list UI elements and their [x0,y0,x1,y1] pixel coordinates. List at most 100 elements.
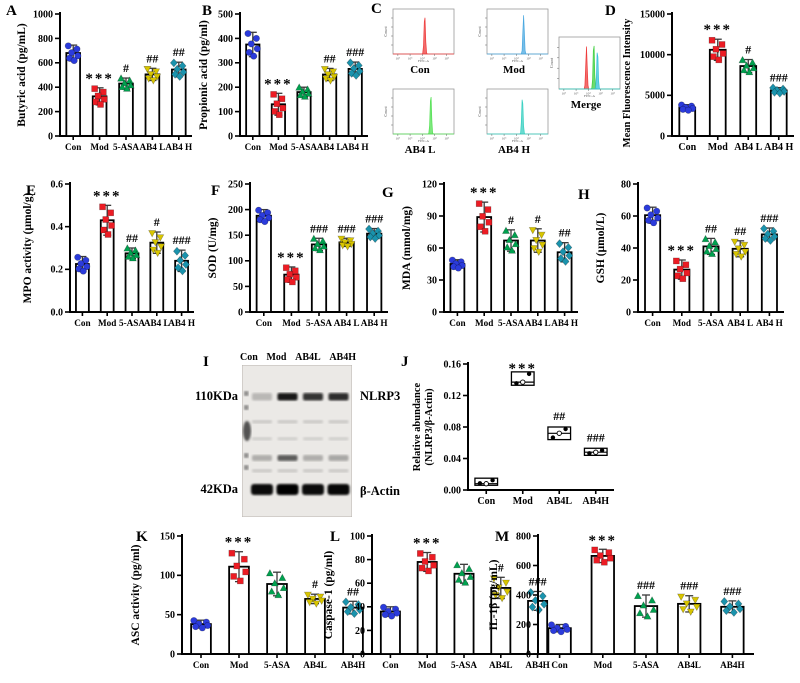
svg-text:10³: 10³ [408,57,412,61]
svg-text:Con: Con [644,318,660,328]
svg-text:Con: Con [678,142,696,153]
svg-text:Butyric acid (pg/mL): Butyric acid (pg/mL) [16,23,28,127]
svg-text:0: 0 [48,131,53,142]
svg-text:Mod: Mod [475,318,493,328]
svg-text:10³: 10³ [408,137,412,141]
svg-text:Con: Con [382,660,398,670]
svg-text:500: 500 [218,9,233,20]
svg-text:30: 30 [427,275,437,286]
svg-text:Count: Count [477,26,482,37]
svg-text:0.08: 0.08 [444,422,462,433]
svg-text:0.6: 0.6 [51,179,64,190]
western-blot-image [242,365,352,517]
panel-label-h: H [578,187,590,203]
svg-text:AB4 H: AB4 H [168,318,195,328]
svg-text:5000: 5000 [645,91,665,102]
svg-text:10³: 10³ [502,137,506,141]
svg-text:10³: 10³ [574,92,578,96]
svg-text:5-ASA: 5-ASA [306,318,332,328]
svg-text:##: ## [347,584,359,598]
svg-text:###: ### [173,233,191,247]
svg-text:AB4 H: AB4 H [361,318,388,328]
svg-text:10⁵: 10⁵ [432,57,437,61]
svg-text:10⁴: 10⁴ [420,137,425,141]
svg-text:60: 60 [427,243,437,254]
svg-text:5-ASA: 5-ASA [498,318,524,328]
svg-text:Mod: Mod [673,318,691,328]
panel-label-b: B [202,3,213,19]
svg-text:AB4 H: AB4 H [756,318,783,328]
svg-text:800: 800 [38,34,53,45]
svg-text:10⁴: 10⁴ [586,92,591,96]
svg-text:##: ## [173,45,185,59]
svg-text:150: 150 [228,231,243,242]
svg-text:10²: 10² [490,57,494,61]
svg-text:0: 0 [526,649,531,660]
svg-text:80: 80 [621,179,631,190]
svg-text:***: *** [413,536,442,552]
svg-text:###: ### [770,71,788,85]
svg-text:AB4L: AB4L [677,660,701,670]
svg-text:50: 50 [233,282,243,293]
chart-butyric-acid: 0 200 400 600 800 1000 Butyric acid (pg/mL) Con… [16,9,192,152]
svg-text:###: ### [637,578,655,592]
panel-label-m: M [495,529,510,545]
svg-text:400: 400 [218,34,233,45]
svg-text:AB4L: AB4L [303,660,327,670]
svg-text:10⁵: 10⁵ [432,137,437,141]
svg-text:0: 0 [432,307,437,318]
svg-text:10⁶: 10⁶ [444,57,449,61]
svg-text:0: 0 [660,131,665,142]
flow-caption-ab4l: AB4 L [404,144,436,156]
chart-mda: 0 30 60 90 120 MDA (mmol/mg) Con Mod *** 5-ASA # AB… [401,179,578,328]
svg-text:##: ## [126,231,138,245]
svg-text:AB4 L: AB4 L [317,142,343,152]
flow-histogram-con: 10² 10³ 10⁴ 10⁵ 10⁶ Count FITC-A [383,8,455,63]
svg-text:0: 0 [626,307,631,318]
chart-nlrp3-relative-abundance: 0.00 0.04 0.08 0.12 0.16 Relative abundance (N… [412,359,614,507]
svg-text:600: 600 [38,58,53,69]
svg-text:Con: Con [245,142,261,152]
svg-text:###: ### [723,584,741,598]
chart-mpo-activity: 0.0 0.2 0.4 0.6 MPO activity (μmol/g) Con Mod *… [22,179,195,328]
svg-text:40: 40 [355,602,365,613]
svg-text:Con: Con [551,660,567,670]
blot-lane-ab4l: AB4L [295,352,321,363]
svg-text:#: # [312,577,318,591]
svg-text:60: 60 [621,211,631,222]
svg-text:AB4 L: AB4 L [525,318,551,328]
svg-text:10²: 10² [562,92,566,96]
svg-text:##: ## [705,221,717,235]
svg-text:AB4H: AB4H [341,660,366,670]
svg-text:100: 100 [350,531,365,542]
svg-text:MPO activity (μmol/g): MPO activity (μmol/g) [22,193,34,304]
svg-text:###: ### [346,45,364,59]
svg-text:Count: Count [383,26,388,37]
svg-text:800: 800 [516,531,531,542]
svg-text:AB4L: AB4L [489,660,513,670]
svg-text:Mod: Mod [90,142,108,152]
svg-text:***: *** [85,71,114,87]
svg-text:5-ASA: 5-ASA [291,142,317,152]
svg-text:***: *** [470,185,499,201]
blot-lane-mod: Mod [266,352,287,363]
svg-text:200: 200 [516,620,531,631]
panel-label-c: C [371,1,382,17]
svg-text:#: # [535,212,541,226]
svg-text:###: ### [680,579,698,593]
svg-text:AB4 L: AB4 L [144,318,170,328]
svg-text:5-ASA: 5-ASA [698,318,724,328]
svg-text:***: *** [225,535,254,551]
svg-text:AB4H: AB4H [582,496,609,507]
svg-text:0.04: 0.04 [444,454,462,465]
svg-text:##: ## [324,51,336,65]
svg-text:##: ## [553,409,565,423]
svg-text:80: 80 [355,555,365,566]
svg-text:100: 100 [218,107,233,118]
svg-text:10000: 10000 [640,50,665,61]
panel-label-j: J [401,354,409,370]
svg-text:Propionic acid (pg/ml): Propionic acid (pg/ml) [198,20,210,130]
svg-text:SOD (U/mg): SOD (U/mg) [207,217,219,278]
blot-lane-ab4h: AB4H [329,352,356,363]
